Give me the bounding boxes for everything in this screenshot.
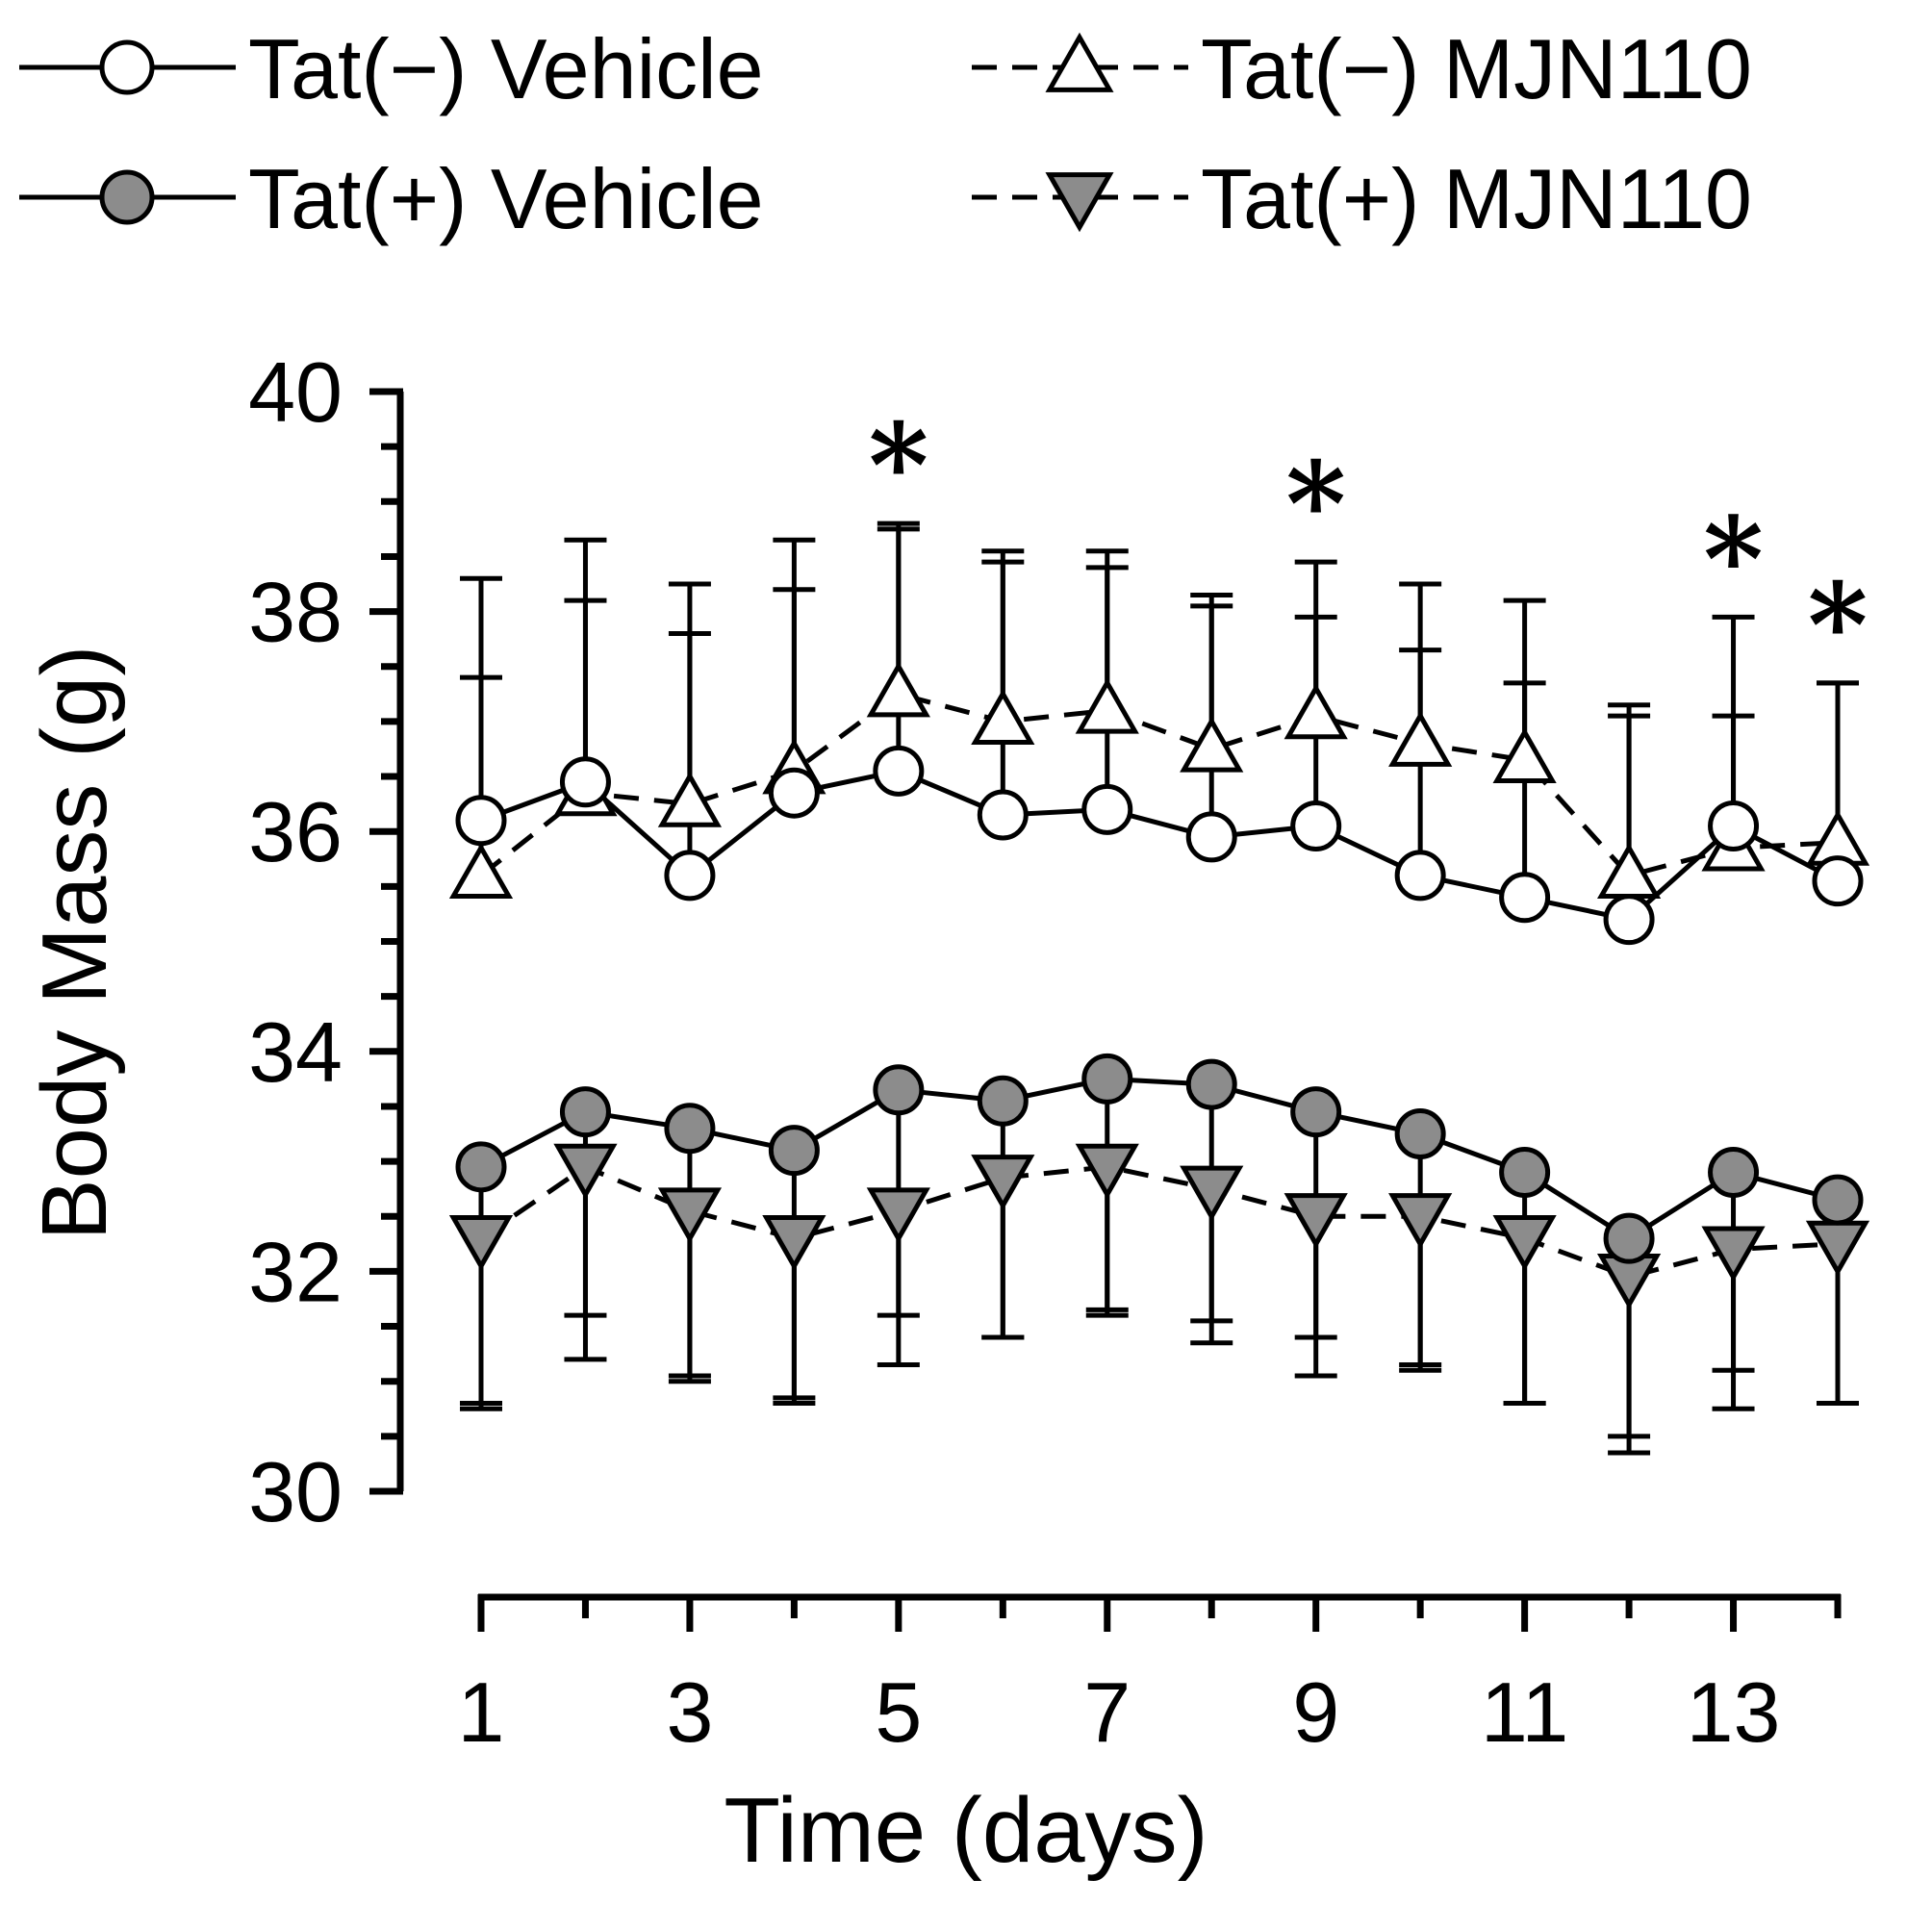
legend-label: Tat(+) Vehicle — [248, 151, 764, 246]
data-point — [1708, 1147, 1760, 1199]
data-point — [1185, 811, 1237, 863]
y-axis-title: Body Mass (g) — [23, 646, 126, 1241]
data-point — [448, 843, 514, 900]
data-point — [657, 771, 723, 827]
data-point — [1603, 1212, 1655, 1264]
error-bars — [460, 521, 1859, 1456]
x-tick-label: 5 — [875, 1664, 922, 1760]
data-point — [1388, 1193, 1453, 1250]
y-tick-label: 32 — [248, 1224, 343, 1319]
data-point — [971, 689, 1035, 745]
data-point — [1284, 683, 1348, 740]
significance-asterisk: * — [868, 398, 928, 534]
x-tick-label: 7 — [1083, 1664, 1131, 1760]
x-tick-label: 11 — [1481, 1664, 1568, 1760]
significance-asterisk: * — [1703, 492, 1764, 627]
data-point — [1805, 1220, 1870, 1277]
data-point — [1499, 1147, 1551, 1199]
data-point — [664, 1103, 716, 1155]
data-point — [768, 1125, 820, 1177]
data-point — [1812, 1174, 1864, 1226]
legend-label: Tat(−) Vehicle — [248, 21, 764, 116]
data-point — [873, 745, 925, 797]
data-point — [1075, 1143, 1139, 1200]
data-point — [455, 1141, 507, 1193]
data-point — [1603, 894, 1655, 946]
data-point — [1394, 1108, 1446, 1160]
data-point — [1701, 1226, 1766, 1283]
data-point — [971, 1155, 1035, 1211]
data-point — [1499, 872, 1551, 924]
data-point — [657, 1187, 723, 1244]
series-markers — [448, 661, 1870, 1309]
data-point — [1290, 1086, 1342, 1138]
data-point — [1081, 783, 1133, 835]
data-point — [1812, 855, 1864, 907]
data-point — [455, 795, 507, 847]
data-point — [553, 1143, 618, 1200]
data-point — [1394, 850, 1446, 902]
y-tick-label: 34 — [248, 1004, 343, 1100]
y-tick-label: 36 — [248, 784, 343, 879]
data-point — [977, 1075, 1029, 1127]
significance-markers: * * * * — [868, 398, 1868, 694]
legend-marker — [99, 169, 155, 225]
y-tick-label: 38 — [248, 565, 343, 660]
data-point — [1075, 677, 1139, 734]
data-point — [1492, 1215, 1557, 1271]
data-point — [1388, 710, 1453, 767]
x-tick-label: 1 — [458, 1664, 505, 1760]
data-point — [664, 850, 716, 902]
y-tick-label: 40 — [248, 344, 343, 440]
x-tick-label: 9 — [1292, 1664, 1339, 1760]
x-tick-label: 3 — [666, 1664, 713, 1760]
data-point — [1081, 1053, 1133, 1105]
data-point — [866, 661, 930, 718]
data-point — [1492, 727, 1557, 784]
data-point — [866, 1187, 930, 1244]
significance-asterisk: * — [1285, 437, 1346, 572]
data-point — [559, 1086, 611, 1138]
data-point — [1290, 800, 1342, 851]
legend-label: Tat(+) MJN110 — [1201, 151, 1752, 246]
data-point — [559, 756, 611, 808]
legend-marker — [99, 39, 155, 95]
legend-marker — [1045, 172, 1114, 233]
data-point — [1284, 1193, 1348, 1250]
x-axis-title: Time (days) — [724, 1779, 1208, 1882]
data-point — [1180, 1165, 1244, 1222]
significance-asterisk: * — [1808, 558, 1868, 694]
x-tick-label: 13 — [1687, 1664, 1781, 1760]
data-point — [977, 789, 1029, 841]
y-tick-label: 30 — [248, 1444, 343, 1539]
data-point — [768, 767, 820, 819]
data-point — [1708, 800, 1760, 851]
legend-label: Tat(−) MJN110 — [1201, 21, 1752, 116]
data-point — [1185, 1058, 1237, 1110]
legend: Tat(−) Vehicle Tat(−) MJN110 Tat(+) Vehicl… — [19, 21, 1752, 246]
data-point — [873, 1064, 925, 1116]
data-point — [762, 1215, 826, 1271]
legend-marker — [1045, 32, 1114, 92]
data-point — [1180, 716, 1244, 773]
series-line — [479, 691, 1839, 878]
data-point — [448, 1215, 514, 1271]
